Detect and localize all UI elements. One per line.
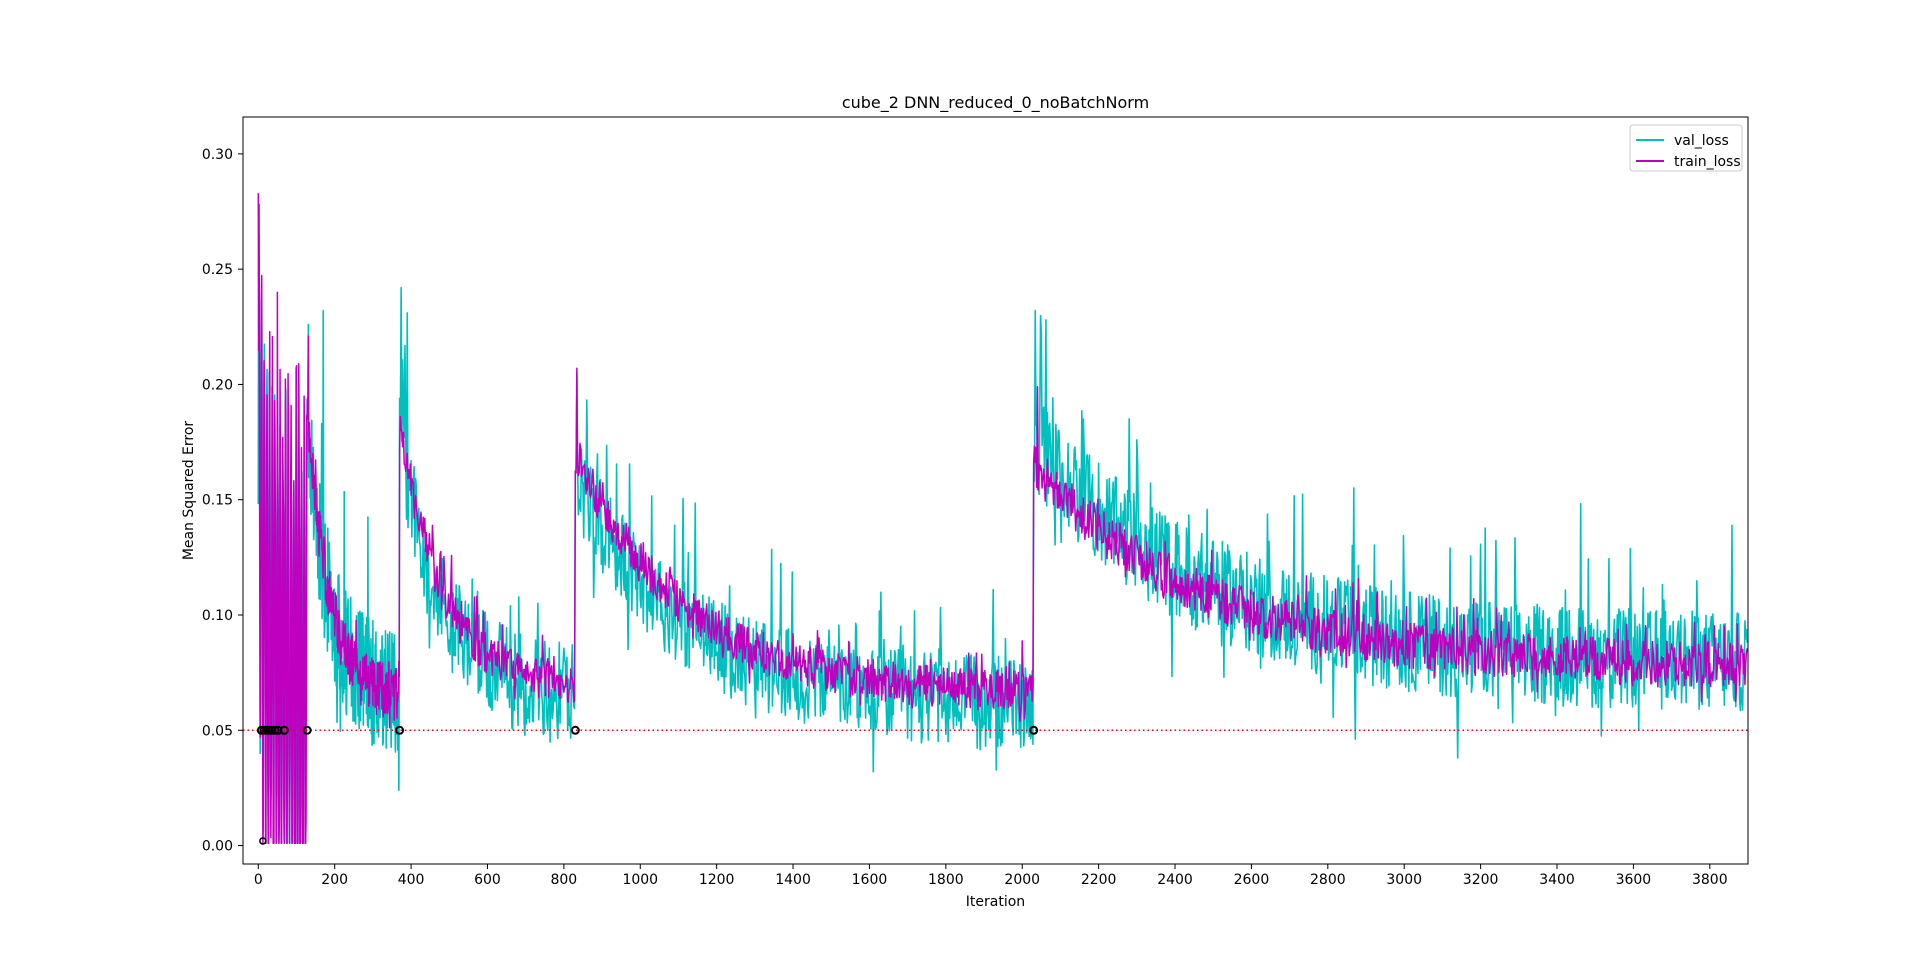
restart-marker <box>270 725 280 735</box>
chart-title: cube_2 DNN_reduced_0_noBatchNorm <box>842 93 1149 113</box>
x-tick-label: 2600 <box>1234 872 1270 888</box>
x-tick-label: 400 <box>398 872 425 888</box>
legend-box <box>1629 124 1743 172</box>
marker-layer <box>243 725 1748 845</box>
restart-marker <box>570 725 580 735</box>
x-tick-label: 3600 <box>1616 872 1652 888</box>
x-tick-label: 0 <box>254 872 263 888</box>
legend-label-val-loss: val_loss <box>1674 133 1729 149</box>
x-tick-label: 2800 <box>1310 872 1346 888</box>
restart-marker <box>1029 725 1039 735</box>
x-axis-label: Iteration <box>966 894 1025 910</box>
legend-label-train-loss: train_loss <box>1674 154 1741 170</box>
y-axis-label: Mean Squared Error <box>181 421 197 561</box>
x-tick-label: 200 <box>321 872 348 888</box>
x-tick-label: 600 <box>474 872 501 888</box>
restart-marker <box>302 725 312 735</box>
legend: val_loss train_loss <box>1629 124 1743 172</box>
restart-marker <box>259 837 267 845</box>
restart-marker <box>395 725 405 735</box>
x-axis: 0 200 400 600 800 1000 1200 1400 1600 1800 2000 220… <box>254 864 1728 888</box>
y-tick-label: 0.20 <box>202 377 233 393</box>
y-tick-label: 0.00 <box>202 839 233 855</box>
series-line-train-loss <box>257 193 1748 844</box>
y-tick-label: 0.30 <box>202 147 233 163</box>
x-tick-label: 3800 <box>1692 872 1728 888</box>
x-tick-label: 3400 <box>1539 872 1575 888</box>
x-tick-label: 800 <box>550 872 577 888</box>
x-tick-label: 1600 <box>852 872 888 888</box>
series-layer <box>257 193 1748 845</box>
x-tick-label: 2200 <box>1081 872 1117 888</box>
x-tick-label: 1200 <box>699 872 735 888</box>
restart-marker <box>279 725 289 735</box>
y-tick-label: 0.10 <box>202 608 233 624</box>
x-tick-label: 3000 <box>1386 872 1422 888</box>
x-tick-label: 2000 <box>1004 872 1040 888</box>
x-tick-label: 1000 <box>622 872 658 888</box>
plot-frame <box>242 116 1749 865</box>
x-tick-label: 1400 <box>775 872 811 888</box>
y-tick-label: 0.25 <box>202 262 233 278</box>
y-tick-label: 0.15 <box>202 493 233 509</box>
x-tick-label: 1800 <box>928 872 964 888</box>
y-axis: 0.00 0.05 0.10 0.15 0.20 0.25 0.30 <box>202 147 243 855</box>
x-tick-label: 2400 <box>1157 872 1193 888</box>
x-tick-label: 3200 <box>1463 872 1499 888</box>
y-tick-label: 0.05 <box>202 723 233 739</box>
